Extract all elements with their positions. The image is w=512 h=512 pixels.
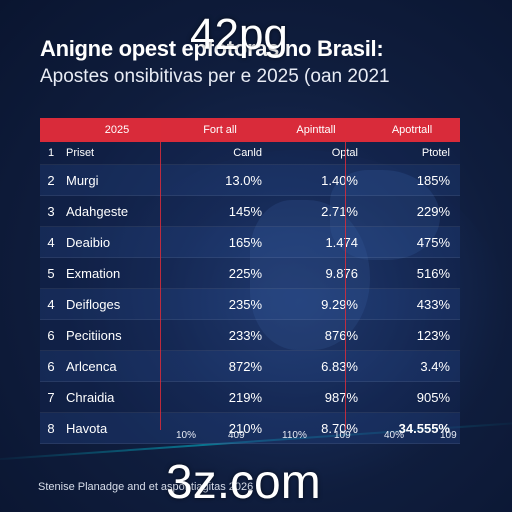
row-number: 4 xyxy=(47,296,55,312)
table-cell: Canld xyxy=(233,147,262,159)
scale-label: 109 xyxy=(334,430,351,441)
table-subheader-row: 1 Priset Canld Optal Ptotel xyxy=(40,142,460,165)
row-number: 1 xyxy=(47,147,55,159)
row-label: Pecitiions xyxy=(66,327,122,343)
table-cell: 2.71% xyxy=(321,203,358,219)
table-cell: 3.4% xyxy=(420,358,450,374)
table-cell: 9.876 xyxy=(325,265,358,281)
table-cell: 1.474 xyxy=(325,234,358,250)
table-cell: 13.0% xyxy=(225,172,262,188)
table-cell: 235% xyxy=(228,296,262,312)
table-cell: 225% xyxy=(228,265,262,281)
table-cell: 145% xyxy=(228,203,262,219)
column-divider xyxy=(160,118,161,430)
table-cell: 475% xyxy=(416,234,450,250)
table-row: 6 Arlcenca 872% 6.83% 3.4% xyxy=(40,351,460,382)
row-number: 6 xyxy=(47,358,55,374)
row-number: 5 xyxy=(47,265,55,281)
table-cell: Ptotel xyxy=(421,147,450,159)
table-row: 2 Murgi 13.0% 1.40% 185% xyxy=(40,165,460,196)
row-number: 6 xyxy=(47,327,55,343)
table-cell: Optal xyxy=(268,147,364,159)
table-cell: 229% xyxy=(416,203,450,219)
table-cell: 433% xyxy=(416,296,450,312)
table-row: 6 Pecitiions 233% 876% 123% xyxy=(40,320,460,351)
map-land-shape xyxy=(330,170,440,260)
row-label: Murgi xyxy=(66,172,99,188)
table-row: 3 Adahgeste 145% 2.71% 229% xyxy=(40,196,460,227)
row-number: 2 xyxy=(47,172,55,188)
table-row: 5 Exmation 225% 9.876 516% xyxy=(40,258,460,289)
page-title: Anigne opest epfotoras no Brasil: xyxy=(40,36,384,61)
table-cell: 987% xyxy=(324,389,358,405)
table-cell: 34.555% xyxy=(398,420,450,436)
row-label: Deifloges xyxy=(66,296,121,312)
row-label: Chraidia xyxy=(66,389,115,405)
table-cell: 219% xyxy=(228,389,262,405)
table-cell: 872% xyxy=(228,358,262,374)
row-number: 8 xyxy=(47,420,55,436)
data-table: 2025 Fort all Apinttall Apotrtall 1 Pris… xyxy=(40,118,460,444)
table-cell: 165% xyxy=(228,234,262,250)
table-cell: 210% xyxy=(228,420,262,436)
table-cell: 123% xyxy=(416,327,450,343)
row-label: Priset xyxy=(66,147,95,159)
row-label: Exmation xyxy=(66,265,121,281)
map-land-shape xyxy=(250,200,370,350)
scale-label: 109 xyxy=(440,430,457,441)
header-cell: Apinttall xyxy=(296,124,336,136)
table-header: 2025 Fort all Apinttall Apotrtall xyxy=(40,118,460,142)
table-cell: 1.40% xyxy=(321,172,358,188)
header-cell: Apotrtall xyxy=(391,124,433,136)
column-divider xyxy=(345,118,346,430)
table-cell: 9.29% xyxy=(321,296,358,312)
table-cell: 6.83% xyxy=(321,358,358,374)
scale-label: 409 xyxy=(228,430,245,441)
scale-label: 10% xyxy=(176,430,197,441)
source-note: Stenise Planadge and et aspontiagitas 20… xyxy=(38,481,254,493)
table-cell: 8.70% xyxy=(321,420,358,436)
row-number: 4 xyxy=(47,234,55,250)
header-cell: 2025 xyxy=(104,124,130,136)
row-label: Havota xyxy=(66,420,108,436)
scale-label: 110% xyxy=(282,430,307,441)
page-subtitle: Apostes onsibitivas per e 2025 (oan 2021 xyxy=(40,66,390,87)
row-label: Adahgeste xyxy=(66,203,129,219)
table-row: 7 Chraidia 219% 987% 905% xyxy=(40,382,460,413)
row-label: Deaibio xyxy=(66,234,111,250)
table-row: 4 Deaibio 165% 1.474 475% xyxy=(40,227,460,258)
table-cell: 185% xyxy=(416,172,450,188)
table-cell: 905% xyxy=(416,389,450,405)
watermark-bottom: 3z.com xyxy=(166,456,321,509)
header-cell: Fort all xyxy=(203,124,237,136)
row-number: 7 xyxy=(47,389,55,405)
table-row: 8 Havota 210% 8.70% 34.555% xyxy=(40,413,460,444)
watermark-top: 42pg xyxy=(190,10,288,59)
row-number: 3 xyxy=(47,203,55,219)
table-cell: 876% xyxy=(324,327,358,343)
table-row: 4 Deifloges 235% 9.29% 433% xyxy=(40,289,460,320)
row-label: Arlcenca xyxy=(66,358,117,374)
table-cell: 516% xyxy=(416,265,450,281)
scale-label: 40% xyxy=(384,430,405,441)
table-cell: 233% xyxy=(228,327,262,343)
